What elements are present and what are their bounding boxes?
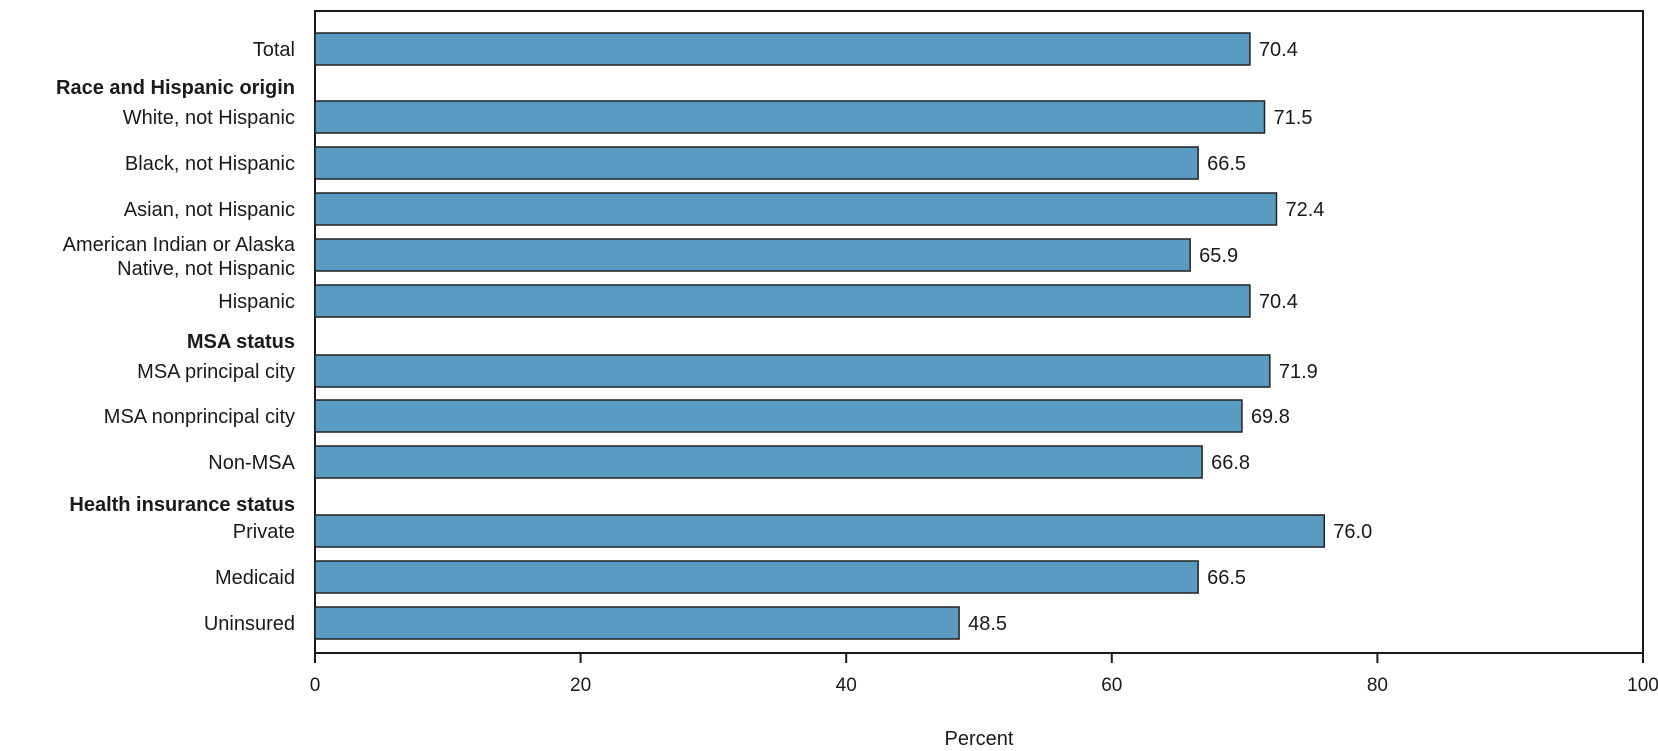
- category-label: Black, not Hispanic: [125, 153, 295, 175]
- group-header: MSA status: [187, 331, 295, 353]
- category-label: Total: [253, 39, 295, 61]
- category-label: Uninsured: [204, 613, 295, 635]
- value-label: 69.8: [1251, 406, 1290, 428]
- bar: [314, 354, 1271, 388]
- bar: [314, 32, 1251, 66]
- category-label: MSA principal city: [137, 361, 295, 383]
- bar: [314, 238, 1191, 272]
- x-tick-label: 60: [1101, 675, 1122, 696]
- bar: [314, 560, 1199, 594]
- x-tick-label: 100: [1627, 675, 1658, 696]
- bar: [314, 606, 960, 640]
- bar: [314, 100, 1266, 134]
- bars-layer: [314, 32, 1326, 640]
- value-label: 71.9: [1279, 361, 1318, 383]
- value-label: 66.8: [1211, 452, 1250, 474]
- value-label: 70.4: [1259, 291, 1298, 313]
- x-tick-label: 20: [570, 675, 591, 696]
- bar: [314, 514, 1326, 548]
- bar: [314, 284, 1251, 318]
- x-tick-label: 40: [836, 675, 857, 696]
- bar: [314, 445, 1203, 479]
- bar: [314, 192, 1278, 226]
- category-label: Native, not Hispanic: [117, 258, 295, 280]
- category-label: Private: [233, 521, 295, 543]
- group-header: Race and Hispanic origin: [56, 77, 295, 99]
- category-label: Medicaid: [215, 567, 295, 589]
- value-label: 66.5: [1207, 567, 1246, 589]
- category-label: MSA nonprincipal city: [104, 406, 295, 428]
- category-label: White, not Hispanic: [123, 107, 295, 129]
- category-labels: Total 70.4 Race and Hispanic origin White, …: [56, 39, 1372, 635]
- x-tick-label: 80: [1367, 675, 1388, 696]
- x-axis: 0 20 40 60 80 100: [310, 653, 1658, 696]
- value-label: 70.4: [1259, 39, 1298, 61]
- category-label: Asian, not Hispanic: [124, 199, 295, 221]
- value-label: 48.5: [968, 613, 1007, 635]
- bar: [314, 399, 1243, 433]
- value-label: 65.9: [1199, 245, 1238, 267]
- group-header: Health insurance status: [69, 494, 295, 516]
- x-axis-title: Percent: [945, 728, 1014, 750]
- category-label: Non-MSA: [208, 452, 295, 474]
- value-label: 76.0: [1333, 521, 1372, 543]
- value-label: 72.4: [1285, 199, 1324, 221]
- category-label: Hispanic: [218, 291, 295, 313]
- value-label: 66.5: [1207, 153, 1246, 175]
- value-label: 71.5: [1274, 107, 1313, 129]
- plot-frame: [314, 10, 1644, 654]
- x-tick-label: 0: [310, 675, 321, 696]
- category-label: American Indian or Alaska: [63, 234, 296, 256]
- bar: [314, 146, 1199, 180]
